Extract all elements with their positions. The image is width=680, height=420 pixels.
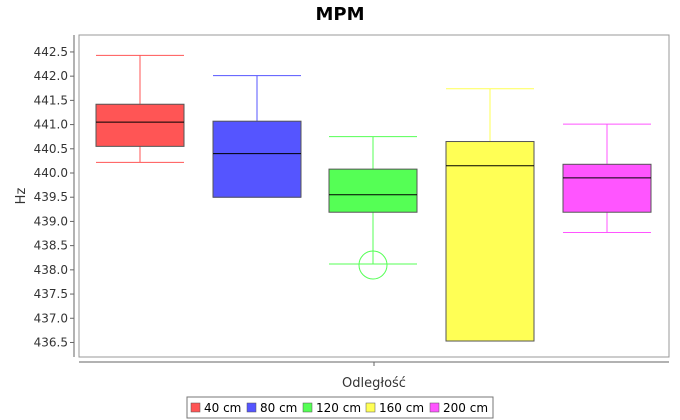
box-40-cm	[95, 54, 185, 163]
legend-swatch	[246, 402, 257, 413]
legend-box	[186, 396, 494, 419]
y-axis: 436.5 437.0 437.5 438.0 438.5 439.0 439.5 440.0…	[34, 35, 75, 357]
y-axis-label: Hz	[14, 188, 29, 205]
box-iqr	[95, 103, 185, 147]
y-tick-label: 442.0	[34, 69, 68, 83]
y-tick-label: 439.0	[34, 214, 68, 228]
legend-label: 80 cm	[260, 401, 297, 415]
box-160-cm	[445, 88, 535, 342]
box-iqr	[328, 168, 418, 213]
y-tick-label: 441.5	[34, 93, 68, 107]
y-tick-label: 437.5	[34, 287, 68, 301]
y-tick-label: 442.5	[34, 45, 68, 59]
y-tick-label: 439.5	[34, 190, 68, 204]
y-tick-label: 438.0	[34, 263, 68, 277]
y-tick-label: 436.5	[34, 335, 68, 349]
legend-swatch	[365, 402, 376, 413]
legend-swatch	[302, 402, 313, 413]
chart-title: MPM	[315, 4, 364, 25]
x-axis-label: Odległość	[342, 376, 406, 391]
box-200-cm	[562, 123, 652, 234]
y-tick-label: 440.0	[34, 166, 68, 180]
outlier-point	[358, 250, 388, 280]
legend-label: 120 cm	[316, 401, 361, 415]
y-tick-label: 440.5	[34, 142, 68, 156]
box-iqr	[445, 141, 535, 342]
legend-label: 40 cm	[204, 401, 241, 415]
box-iqr	[212, 120, 302, 198]
legend: 40 cm 80 cm 120 cm 160 cm 200 cm	[186, 396, 494, 419]
legend-swatch	[190, 402, 201, 413]
legend-label: 160 cm	[379, 401, 424, 415]
boxes-group	[95, 54, 652, 342]
box-80-cm	[212, 75, 302, 198]
y-tick-label: 441.0	[34, 118, 68, 132]
y-tick-label: 437.0	[34, 311, 68, 325]
box-120-cm	[328, 136, 418, 280]
legend-label: 200 cm	[443, 401, 488, 415]
x-axis	[79, 361, 669, 366]
box-iqr	[562, 163, 652, 213]
legend-swatch	[429, 402, 440, 413]
y-tick-label: 438.5	[34, 239, 68, 253]
